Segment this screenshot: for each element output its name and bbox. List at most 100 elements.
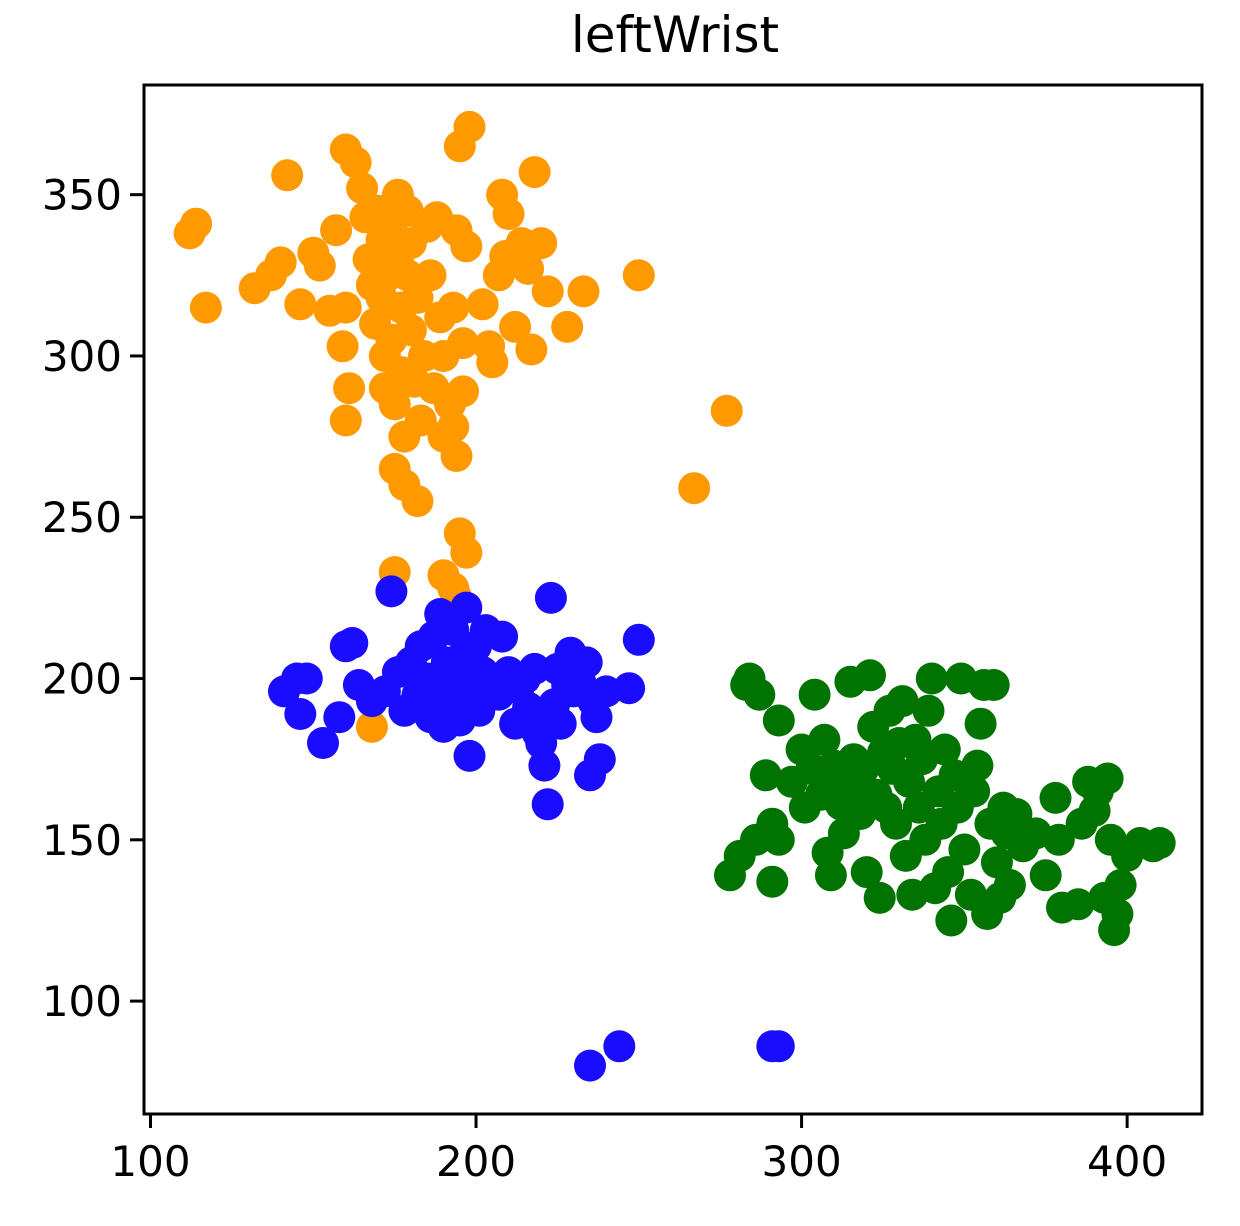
y-tick-label: 200	[42, 655, 122, 704]
data-point	[912, 694, 945, 727]
y-tick-label: 250	[42, 493, 122, 542]
data-point	[850, 856, 883, 889]
data-point	[551, 310, 584, 343]
data-point	[567, 275, 600, 308]
data-point	[326, 330, 359, 363]
data-point	[961, 749, 994, 782]
data-point	[603, 1030, 636, 1063]
data-point	[466, 288, 499, 321]
data-point	[531, 788, 564, 821]
data-point	[1039, 781, 1072, 814]
data-point	[935, 904, 968, 937]
x-tick-label: 200	[436, 1137, 516, 1186]
data-point	[284, 698, 317, 730]
data-point	[544, 707, 577, 740]
data-point	[447, 375, 479, 408]
points-layer	[173, 110, 1176, 1082]
data-point	[437, 291, 470, 324]
series-1	[268, 575, 795, 1082]
data-point	[307, 727, 339, 759]
data-point	[1062, 888, 1095, 921]
data-point	[525, 227, 558, 260]
data-point	[394, 314, 427, 347]
data-point	[339, 146, 372, 179]
data-point	[915, 662, 948, 695]
data-point	[1042, 823, 1075, 856]
data-point	[290, 662, 323, 695]
data-point	[534, 581, 567, 614]
data-point	[528, 749, 561, 782]
data-point	[401, 485, 434, 518]
data-point	[958, 775, 991, 808]
data-point	[886, 685, 919, 718]
data-point	[613, 672, 646, 705]
data-point	[808, 723, 841, 756]
data-point	[1101, 898, 1134, 930]
data-point	[749, 759, 782, 792]
data-point	[743, 678, 776, 711]
data-point	[928, 733, 961, 766]
data-point	[303, 249, 336, 282]
y-tick-label: 150	[42, 816, 122, 865]
data-point	[346, 172, 379, 205]
data-point	[329, 404, 362, 437]
data-point	[437, 410, 470, 443]
data-point	[518, 652, 551, 685]
data-point	[518, 156, 551, 189]
data-point	[1029, 859, 1062, 892]
data-point	[404, 404, 437, 437]
data-point	[453, 739, 486, 772]
data-point	[492, 198, 525, 230]
data-point	[284, 288, 317, 321]
data-point	[854, 659, 886, 692]
x-tick-label: 300	[762, 1137, 842, 1186]
x-axis: 100 200 300 400	[110, 1114, 1167, 1186]
data-point	[476, 346, 509, 379]
data-point	[531, 275, 564, 308]
data-point	[271, 159, 304, 192]
data-point	[323, 701, 356, 734]
data-point	[880, 807, 912, 840]
data-point	[580, 701, 613, 734]
data-point	[1143, 827, 1176, 859]
data-point	[414, 259, 447, 292]
data-point	[333, 372, 366, 405]
y-tick-label: 300	[42, 332, 122, 381]
data-point	[948, 833, 981, 866]
data-point	[1091, 762, 1124, 795]
data-point	[189, 291, 222, 324]
x-tick-label: 400	[1087, 1137, 1167, 1186]
data-point	[378, 388, 411, 421]
data-point	[622, 623, 655, 656]
data-point	[993, 869, 1026, 901]
x-tick-label: 100	[110, 1137, 190, 1186]
plot-frame	[142, 83, 1204, 1116]
data-point	[964, 707, 997, 740]
data-point	[355, 710, 388, 743]
data-point	[453, 110, 486, 143]
y-axis: 100 150 200 250 300 350	[42, 171, 144, 1026]
series-2	[714, 659, 1176, 947]
chart-title: leftWrist	[571, 6, 779, 64]
data-point	[375, 575, 408, 608]
data-point	[336, 627, 369, 659]
data-point	[264, 246, 297, 279]
data-point	[932, 856, 965, 889]
data-point	[486, 620, 519, 653]
data-point	[762, 823, 795, 856]
data-point	[756, 865, 789, 898]
data-point	[1000, 798, 1033, 830]
data-point	[440, 440, 473, 472]
data-point	[180, 207, 213, 240]
data-point	[622, 259, 655, 292]
data-point	[762, 1030, 795, 1063]
data-point	[320, 214, 353, 247]
data-point	[512, 252, 545, 285]
data-point	[515, 333, 548, 366]
data-point	[863, 881, 896, 914]
data-point	[574, 1049, 606, 1082]
data-point	[447, 327, 479, 360]
data-point	[450, 536, 483, 569]
data-point	[814, 859, 847, 892]
